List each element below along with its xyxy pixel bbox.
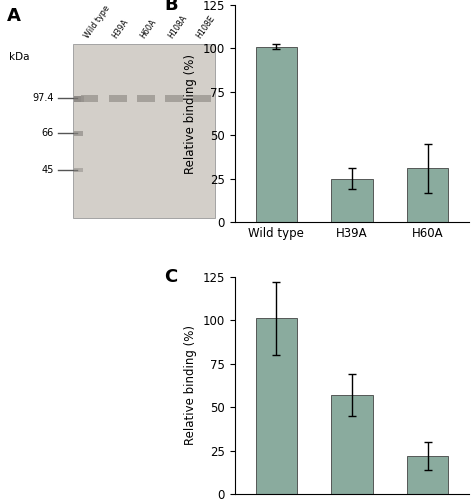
Text: H108A: H108A bbox=[166, 13, 189, 40]
Bar bbox=[193, 95, 211, 102]
Bar bbox=[73, 44, 215, 218]
Bar bbox=[331, 179, 373, 223]
Text: 97.4: 97.4 bbox=[32, 93, 54, 103]
Text: H60A: H60A bbox=[138, 17, 158, 40]
Text: A: A bbox=[7, 7, 21, 25]
Text: B: B bbox=[164, 0, 178, 14]
Text: C: C bbox=[164, 268, 178, 286]
Bar bbox=[81, 95, 99, 102]
Text: kDa: kDa bbox=[9, 52, 29, 62]
Bar bbox=[73, 131, 83, 136]
Bar bbox=[407, 169, 448, 223]
Y-axis label: Relative binding (%): Relative binding (%) bbox=[184, 54, 197, 174]
Bar bbox=[255, 47, 297, 223]
Y-axis label: Relative binding (%): Relative binding (%) bbox=[184, 325, 197, 445]
Bar bbox=[137, 95, 155, 102]
Bar bbox=[73, 168, 82, 172]
Bar bbox=[109, 95, 127, 102]
Bar bbox=[73, 96, 84, 102]
Bar bbox=[407, 456, 448, 494]
Text: 66: 66 bbox=[41, 128, 54, 138]
Text: 45: 45 bbox=[41, 165, 54, 175]
Text: H39A: H39A bbox=[110, 17, 130, 40]
Bar bbox=[165, 95, 183, 102]
Text: Wild type: Wild type bbox=[82, 3, 111, 40]
Text: H108E: H108E bbox=[195, 13, 217, 40]
Bar bbox=[331, 395, 373, 494]
Bar bbox=[255, 318, 297, 494]
